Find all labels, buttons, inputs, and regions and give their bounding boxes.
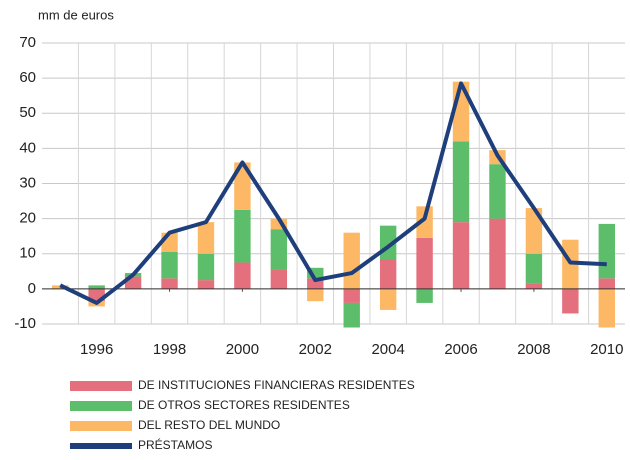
bar-segment — [270, 218, 288, 230]
bar-segment — [416, 206, 433, 238]
legend-swatch — [70, 381, 132, 391]
bar-segment — [598, 288, 615, 328]
bar-segment — [197, 222, 215, 254]
bar-segment — [525, 283, 543, 289]
y-tick-label: 70 — [19, 34, 36, 51]
bar-segment — [562, 288, 579, 314]
bar-segment — [489, 218, 506, 289]
x-tick-label: 2004 — [371, 341, 404, 358]
bar-segment — [379, 288, 397, 310]
bar-segment — [416, 288, 433, 303]
bar-segment — [307, 278, 324, 289]
bar-segment — [343, 232, 360, 289]
x-tick-label: 2006 — [444, 341, 477, 358]
bar-segment — [234, 209, 251, 263]
y-tick-label: 20 — [19, 210, 36, 227]
y-tick-label: 60 — [19, 69, 36, 86]
legend-label: DEL RESTO DEL MUNDO — [138, 418, 280, 432]
legend-label: PRÉSTAMOS — [138, 437, 212, 452]
y-tick-label: 40 — [19, 139, 36, 156]
bar-segment — [307, 288, 324, 302]
bar-segment — [234, 162, 251, 210]
bar-segment — [270, 269, 288, 289]
bar-segment — [525, 208, 543, 254]
bar-segment — [452, 141, 470, 223]
legend-label: DE INSTITUCIONES FINANCIERAS RESIDENTES — [138, 378, 415, 392]
bar-segment — [307, 267, 324, 279]
legend-swatch — [70, 401, 132, 411]
legend-swatch — [70, 421, 132, 431]
bar-segment — [270, 229, 288, 270]
y-tick-label: 0 — [28, 280, 36, 297]
y-tick-label: 30 — [19, 174, 36, 191]
x-tick-label: 2008 — [517, 341, 550, 358]
y-tick-label: 10 — [19, 245, 36, 262]
bar-segment — [161, 278, 178, 289]
bar-segment — [452, 222, 470, 289]
bar-segment — [197, 253, 215, 281]
y-tick-label: 50 — [19, 104, 36, 121]
bar-segment — [379, 259, 397, 289]
bar-segment — [343, 302, 360, 328]
x-tick-label: 2000 — [226, 341, 259, 358]
bar-segment — [416, 237, 433, 289]
bar-segment — [234, 262, 251, 289]
bar-segment — [525, 253, 543, 284]
x-tick-label: 1998 — [153, 341, 186, 358]
bar-segment — [197, 280, 215, 289]
legend-label: DE OTROS SECTORES RESIDENTES — [138, 398, 350, 412]
x-tick-label: 2010 — [590, 341, 623, 358]
line — [59, 81, 607, 305]
x-tick-label: 2002 — [299, 341, 332, 358]
bar-segment — [598, 223, 615, 279]
y-tick-label: -10 — [14, 315, 36, 332]
legend-swatch — [70, 443, 132, 449]
bar-segment — [161, 251, 178, 279]
bar-segment — [88, 285, 105, 289]
bar-segment — [489, 164, 506, 219]
x-tick-label: 1996 — [80, 341, 113, 358]
bar-segment — [598, 278, 615, 289]
bar-segment — [343, 288, 360, 303]
y-axis-label: mm de euros — [38, 7, 114, 22]
